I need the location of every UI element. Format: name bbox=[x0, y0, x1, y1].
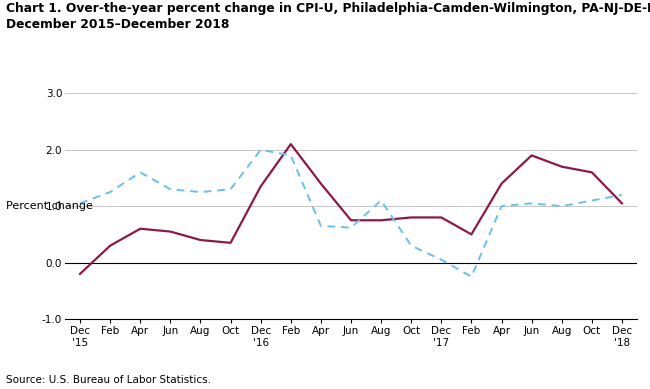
All items less food and energy bbox=[227, 187, 235, 191]
All items bbox=[437, 215, 445, 220]
All items less food and energy bbox=[618, 193, 626, 197]
All items less food and energy bbox=[196, 190, 204, 194]
All items bbox=[558, 165, 566, 169]
Text: Source: U.S. Bureau of Labor Statistics.: Source: U.S. Bureau of Labor Statistics. bbox=[6, 375, 211, 385]
All items bbox=[317, 181, 325, 186]
All items less food and energy bbox=[76, 201, 84, 206]
All items less food and energy bbox=[467, 274, 475, 279]
All items less food and energy bbox=[558, 204, 566, 209]
All items bbox=[76, 272, 84, 276]
All items bbox=[467, 232, 475, 237]
All items less food and energy bbox=[106, 190, 114, 194]
All items less food and energy bbox=[437, 258, 445, 262]
All items less food and energy bbox=[136, 170, 144, 175]
All items bbox=[528, 153, 536, 158]
All items bbox=[166, 229, 174, 234]
All items bbox=[257, 184, 265, 189]
All items bbox=[287, 142, 294, 147]
All items less food and energy bbox=[287, 153, 294, 158]
All items less food and energy bbox=[377, 198, 385, 203]
All items less food and energy bbox=[498, 204, 506, 209]
All items bbox=[408, 215, 415, 220]
All items less food and energy bbox=[166, 187, 174, 191]
Text: Chart 1. Over-the-year percent change in CPI-U, Philadelphia-Camden-Wilmington, : Chart 1. Over-the-year percent change in… bbox=[6, 2, 650, 15]
All items bbox=[618, 201, 626, 206]
All items less food and energy bbox=[317, 224, 325, 228]
All items bbox=[498, 181, 506, 186]
All items bbox=[196, 238, 204, 242]
All items bbox=[227, 240, 235, 245]
Line: All items: All items bbox=[80, 144, 622, 274]
All items bbox=[136, 226, 144, 231]
All items less food and energy bbox=[257, 147, 265, 152]
All items less food and energy bbox=[408, 244, 415, 248]
All items bbox=[106, 244, 114, 248]
All items bbox=[588, 170, 596, 175]
Text: December 2015–December 2018: December 2015–December 2018 bbox=[6, 18, 230, 30]
All items less food and energy bbox=[588, 198, 596, 203]
Text: Percent change: Percent change bbox=[6, 201, 94, 211]
All items bbox=[347, 218, 355, 223]
All items less food and energy bbox=[528, 201, 536, 206]
All items bbox=[377, 218, 385, 223]
Line: All items less food and energy: All items less food and energy bbox=[80, 150, 622, 277]
All items less food and energy bbox=[347, 225, 355, 230]
